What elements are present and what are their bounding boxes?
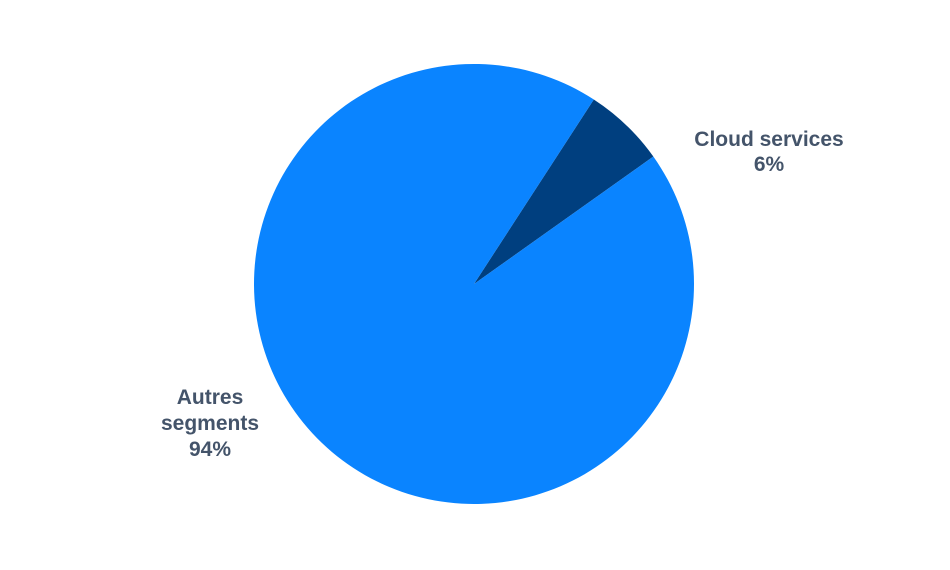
pie-labels: Cloud services 6% Autres segments 94% xyxy=(161,128,844,461)
slice-name-label: segments xyxy=(161,412,259,435)
slice-name-label: Cloud services xyxy=(694,128,843,151)
pie-slice-1 xyxy=(253,63,694,504)
slice-percent-label: 6% xyxy=(754,153,785,176)
pie-slices xyxy=(253,63,694,504)
pie-slice-0 xyxy=(474,99,654,285)
slice-label-1: Autres segments 94% xyxy=(161,386,259,461)
slice-percent-label: 94% xyxy=(189,438,231,461)
slice-name-label: Autres xyxy=(177,386,244,409)
slice-label-0: Cloud services 6% xyxy=(694,128,843,176)
